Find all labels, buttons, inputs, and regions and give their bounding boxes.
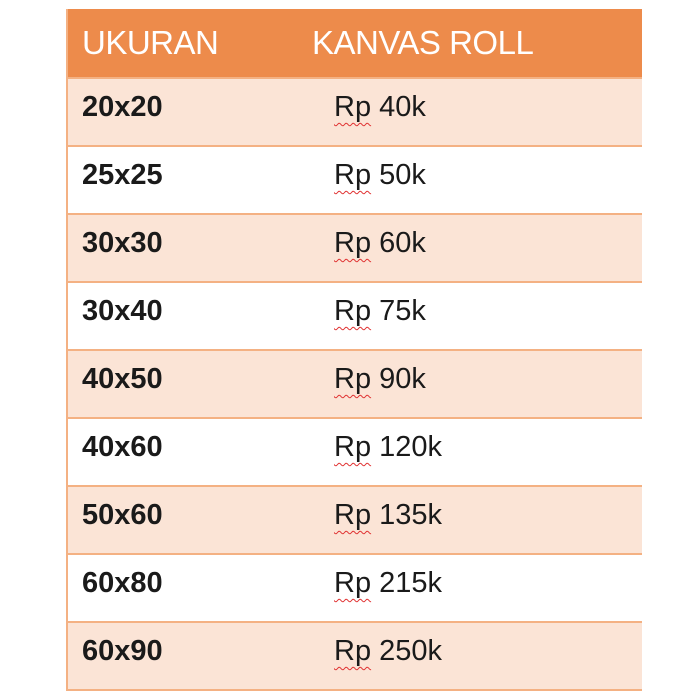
header-product: KANVAS ROLL (312, 24, 534, 61)
table-row: 30x30 Rp 60k (68, 213, 642, 281)
currency-label: Rp (334, 227, 372, 259)
header-size: UKURAN (82, 24, 219, 61)
price-cell: Rp 40k (334, 91, 426, 124)
price-value: 215k (379, 567, 443, 599)
price-value: 75k (379, 295, 426, 327)
price-cell: Rp 50k (334, 159, 426, 192)
currency-label: Rp (334, 159, 372, 191)
table-row: 40x60 Rp 120k (68, 417, 642, 485)
size-cell: 25x25 (82, 159, 163, 191)
price-cell: Rp 75k (334, 295, 426, 328)
currency-label: Rp (334, 295, 372, 327)
price-cell: Rp 135k (334, 499, 442, 532)
size-cell: 60x80 (82, 567, 163, 599)
table-row: 50x60 Rp 135k (68, 485, 642, 553)
table-row: 40x50 Rp 90k (68, 349, 642, 417)
currency-label: Rp (334, 91, 372, 123)
price-cell: Rp 60k (334, 227, 426, 260)
price-value: 135k (379, 499, 443, 531)
currency-label: Rp (334, 499, 372, 531)
price-cell: Rp 215k (334, 567, 442, 600)
price-cell: Rp 120k (334, 431, 442, 464)
currency-label: Rp (334, 363, 372, 395)
table-row: 30x40 Rp 75k (68, 281, 642, 349)
table-row: 60x90 Rp 250k (68, 621, 642, 689)
price-value: 250k (379, 635, 443, 667)
size-cell: 30x40 (82, 295, 163, 327)
size-cell: 50x60 (82, 499, 163, 531)
price-value: 90k (379, 363, 426, 395)
size-cell: 30x30 (82, 227, 163, 259)
table-row: 20x20 Rp 40k (68, 77, 642, 145)
size-cell: 40x60 (82, 431, 163, 463)
currency-label: Rp (334, 431, 372, 463)
price-value: 120k (379, 431, 443, 463)
size-cell: 40x50 (82, 363, 163, 395)
currency-label: Rp (334, 567, 372, 599)
price-table: UKURAN KANVAS ROLL 20x20 Rp 40k 25x25 Rp … (66, 9, 642, 691)
table-row: 25x25 Rp 50k (68, 145, 642, 213)
price-cell: Rp 90k (334, 363, 426, 396)
table-header: UKURAN KANVAS ROLL (68, 9, 642, 77)
table-row: 60x80 Rp 215k (68, 553, 642, 621)
price-value: 60k (379, 227, 426, 259)
size-cell: 60x90 (82, 635, 163, 667)
price-value: 50k (379, 159, 426, 191)
price-value: 40k (379, 91, 426, 123)
currency-label: Rp (334, 635, 372, 667)
size-cell: 20x20 (82, 91, 163, 123)
price-cell: Rp 250k (334, 635, 442, 668)
